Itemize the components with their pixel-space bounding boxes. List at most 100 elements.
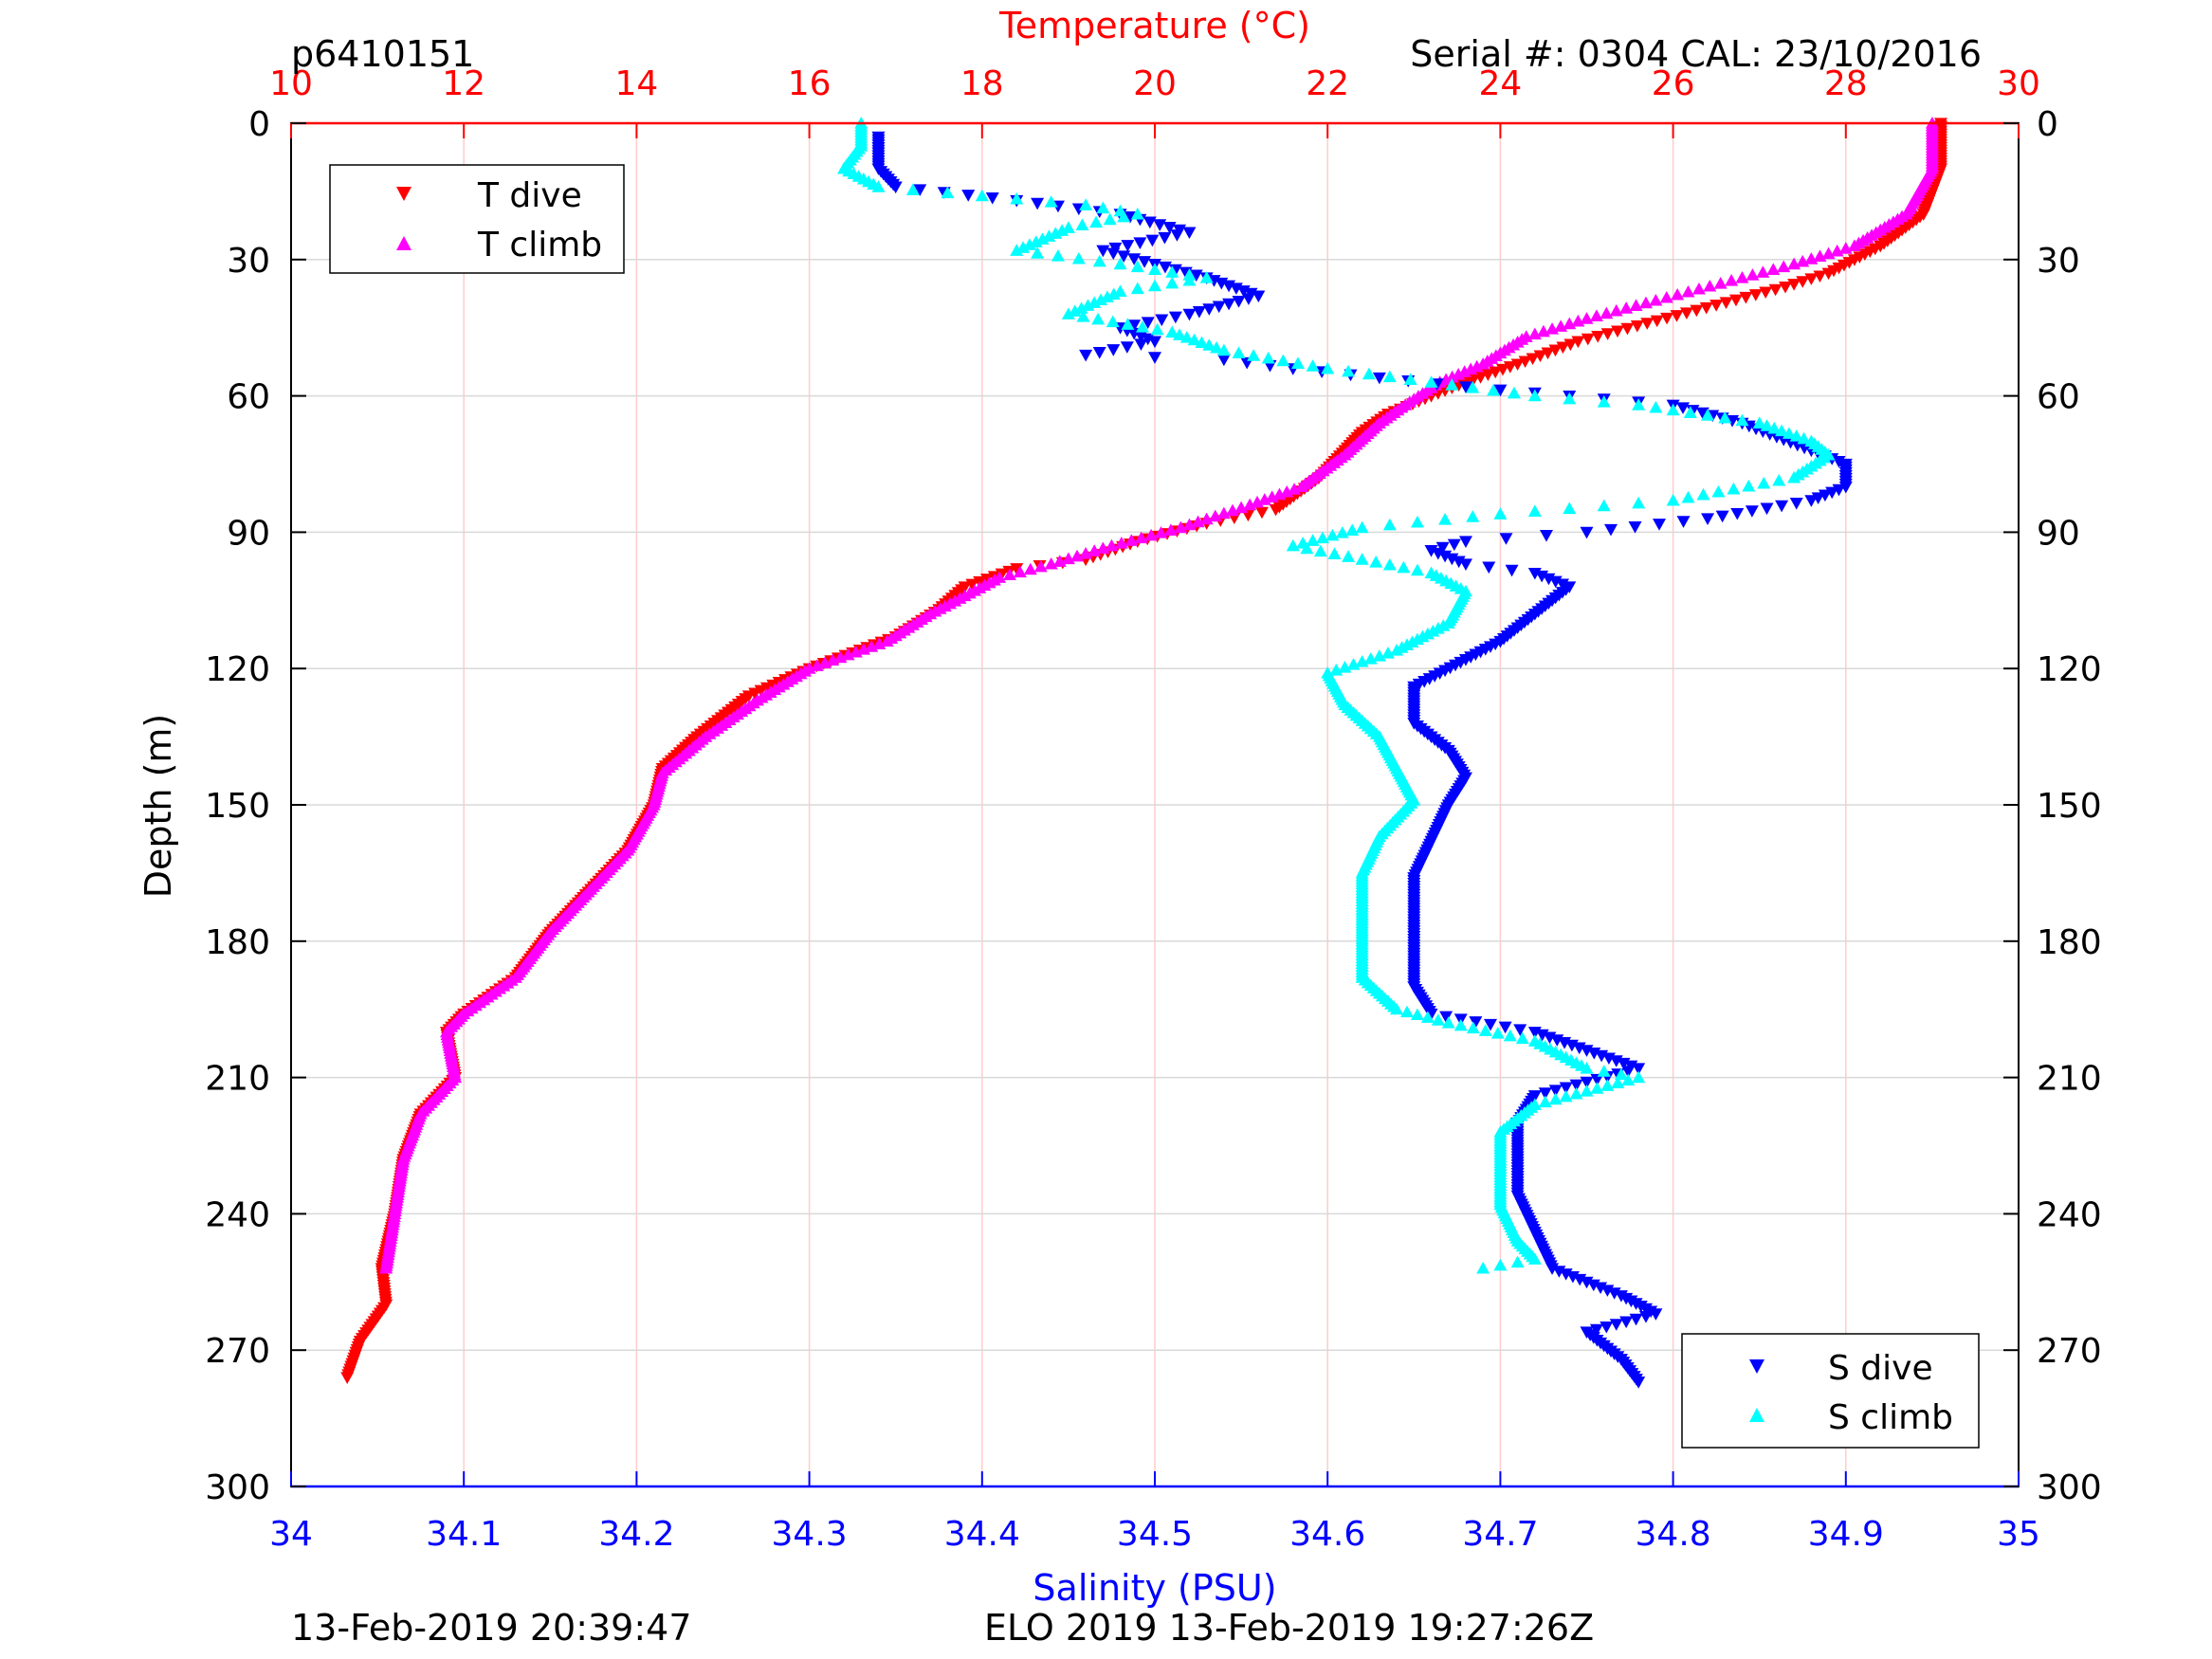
legend-temperature: T dive T climb — [329, 164, 625, 274]
t-dive-point — [1670, 310, 1684, 322]
s-climb-point — [1600, 1079, 1615, 1091]
s-dive-point — [1031, 197, 1045, 210]
temperature-axis-label: Temperature (°C) — [998, 5, 1310, 46]
s-dive-point — [1621, 1066, 1636, 1078]
t-climb-point — [1554, 319, 1568, 332]
t-climb-point — [1713, 276, 1728, 289]
s-dive-point — [1539, 529, 1553, 542]
t-climb-point — [1174, 520, 1188, 534]
s-climb-point — [1300, 541, 1314, 555]
s-dive-point — [1182, 227, 1197, 240]
s-climb-point — [1355, 553, 1369, 565]
s-climb-point — [1199, 270, 1214, 283]
s-dive-point — [1569, 1079, 1583, 1092]
s-dive-point — [1138, 256, 1152, 268]
t-dive-point — [1690, 304, 1704, 318]
salinity-tick-label: 34.6 — [1289, 1515, 1365, 1554]
s-dive-point — [1715, 510, 1729, 523]
s-climb-point — [1342, 364, 1356, 377]
s-climb-point — [1325, 528, 1340, 541]
t-climb-point — [1629, 299, 1643, 312]
s-climb-point — [1276, 354, 1290, 367]
s-climb-point — [1210, 340, 1224, 354]
s-climb-point — [1061, 307, 1075, 319]
t-climb-point — [1154, 526, 1168, 538]
s-climb-point — [1313, 544, 1327, 557]
temperature-tick-label: 22 — [1306, 64, 1349, 103]
t-dive-point — [1679, 307, 1693, 319]
s-climb-point — [1390, 1002, 1404, 1015]
t-climb-point — [1265, 490, 1279, 503]
t-climb-point — [1251, 495, 1265, 508]
t-climb-point — [1013, 565, 1027, 578]
t-climb-point — [880, 634, 894, 647]
footer-timestamp: 13-Feb-2019 20:39:47 — [291, 1607, 692, 1649]
t-climb-point — [1813, 249, 1827, 262]
s-climb-point — [1075, 218, 1089, 230]
s-dive-point — [1192, 305, 1206, 319]
t-climb-point — [1545, 322, 1560, 335]
t-climb-point — [1691, 282, 1706, 295]
s-dive-point — [1182, 308, 1197, 321]
s-climb-point — [1216, 343, 1231, 356]
s-climb-point — [1597, 499, 1611, 512]
s-climb-point — [1306, 534, 1320, 546]
s-climb-point — [1010, 244, 1024, 256]
s-climb-point — [1117, 210, 1131, 223]
t-climb-point — [817, 656, 832, 669]
s-climb-point — [1261, 351, 1275, 364]
temperature-tick-label: 30 — [1997, 64, 2040, 103]
s-climb-point — [1410, 515, 1424, 528]
s-dive-point — [1458, 381, 1472, 394]
t-climb-point — [1163, 523, 1178, 536]
s-climb-point — [1306, 359, 1320, 372]
s-dive-point — [1649, 1308, 1663, 1321]
t-climb-point — [379, 1261, 393, 1274]
temperature-tick-label: 16 — [788, 64, 832, 103]
s-climb-point — [1563, 501, 1577, 515]
t-dive-point — [1600, 328, 1615, 340]
s-dive-point — [1148, 336, 1161, 349]
series-t-climb — [379, 117, 1939, 1274]
depth-tick-label-right: 120 — [2037, 650, 2102, 689]
depth-tick-label-left: 60 — [227, 378, 270, 417]
s-dive-point — [1482, 561, 1496, 574]
s-dive-point — [1117, 250, 1131, 263]
s-climb-point — [1666, 403, 1680, 416]
s-dive-point — [1701, 513, 1715, 526]
s-dive-point — [961, 190, 976, 202]
s-climb-point — [1051, 248, 1065, 262]
s-dive-point — [1632, 1376, 1646, 1389]
s-climb-point — [1453, 1018, 1468, 1031]
t-dive-point — [340, 1372, 355, 1384]
s-climb-point — [1569, 1086, 1583, 1100]
s-climb-point — [1621, 1073, 1636, 1086]
s-dive-point — [1760, 502, 1774, 516]
s-climb-point — [1380, 647, 1395, 659]
legend-t-dive-marker — [396, 187, 411, 201]
salinity-tick-label: 34 — [269, 1515, 313, 1554]
depth-tick-label-right: 210 — [2037, 1060, 2102, 1099]
s-dive-point — [1202, 303, 1216, 316]
t-climb-point — [1746, 268, 1760, 281]
s-climb-point — [1135, 320, 1149, 333]
s-dive-point — [1590, 1073, 1604, 1086]
t-climb-point — [1096, 541, 1110, 555]
t-climb-point — [1216, 506, 1231, 520]
s-climb-point — [1580, 1062, 1594, 1074]
s-climb-point — [1187, 333, 1201, 346]
legend-t-climb-marker — [396, 236, 411, 250]
depth-tick-label-left: 180 — [205, 923, 270, 962]
t-climb-point — [1079, 546, 1093, 559]
t-dive-point — [1591, 331, 1605, 343]
s-climb-point — [1466, 1021, 1480, 1034]
s-dive-point — [1145, 234, 1160, 247]
s-climb-point — [1232, 346, 1246, 359]
s-climb-point — [941, 186, 955, 199]
s-climb-point — [1130, 282, 1144, 295]
s-climb-point — [1782, 427, 1796, 439]
s-climb-point — [1445, 378, 1459, 391]
s-climb-point — [1346, 658, 1361, 670]
s-dive-point — [1447, 538, 1461, 552]
t-climb-point — [833, 650, 848, 664]
